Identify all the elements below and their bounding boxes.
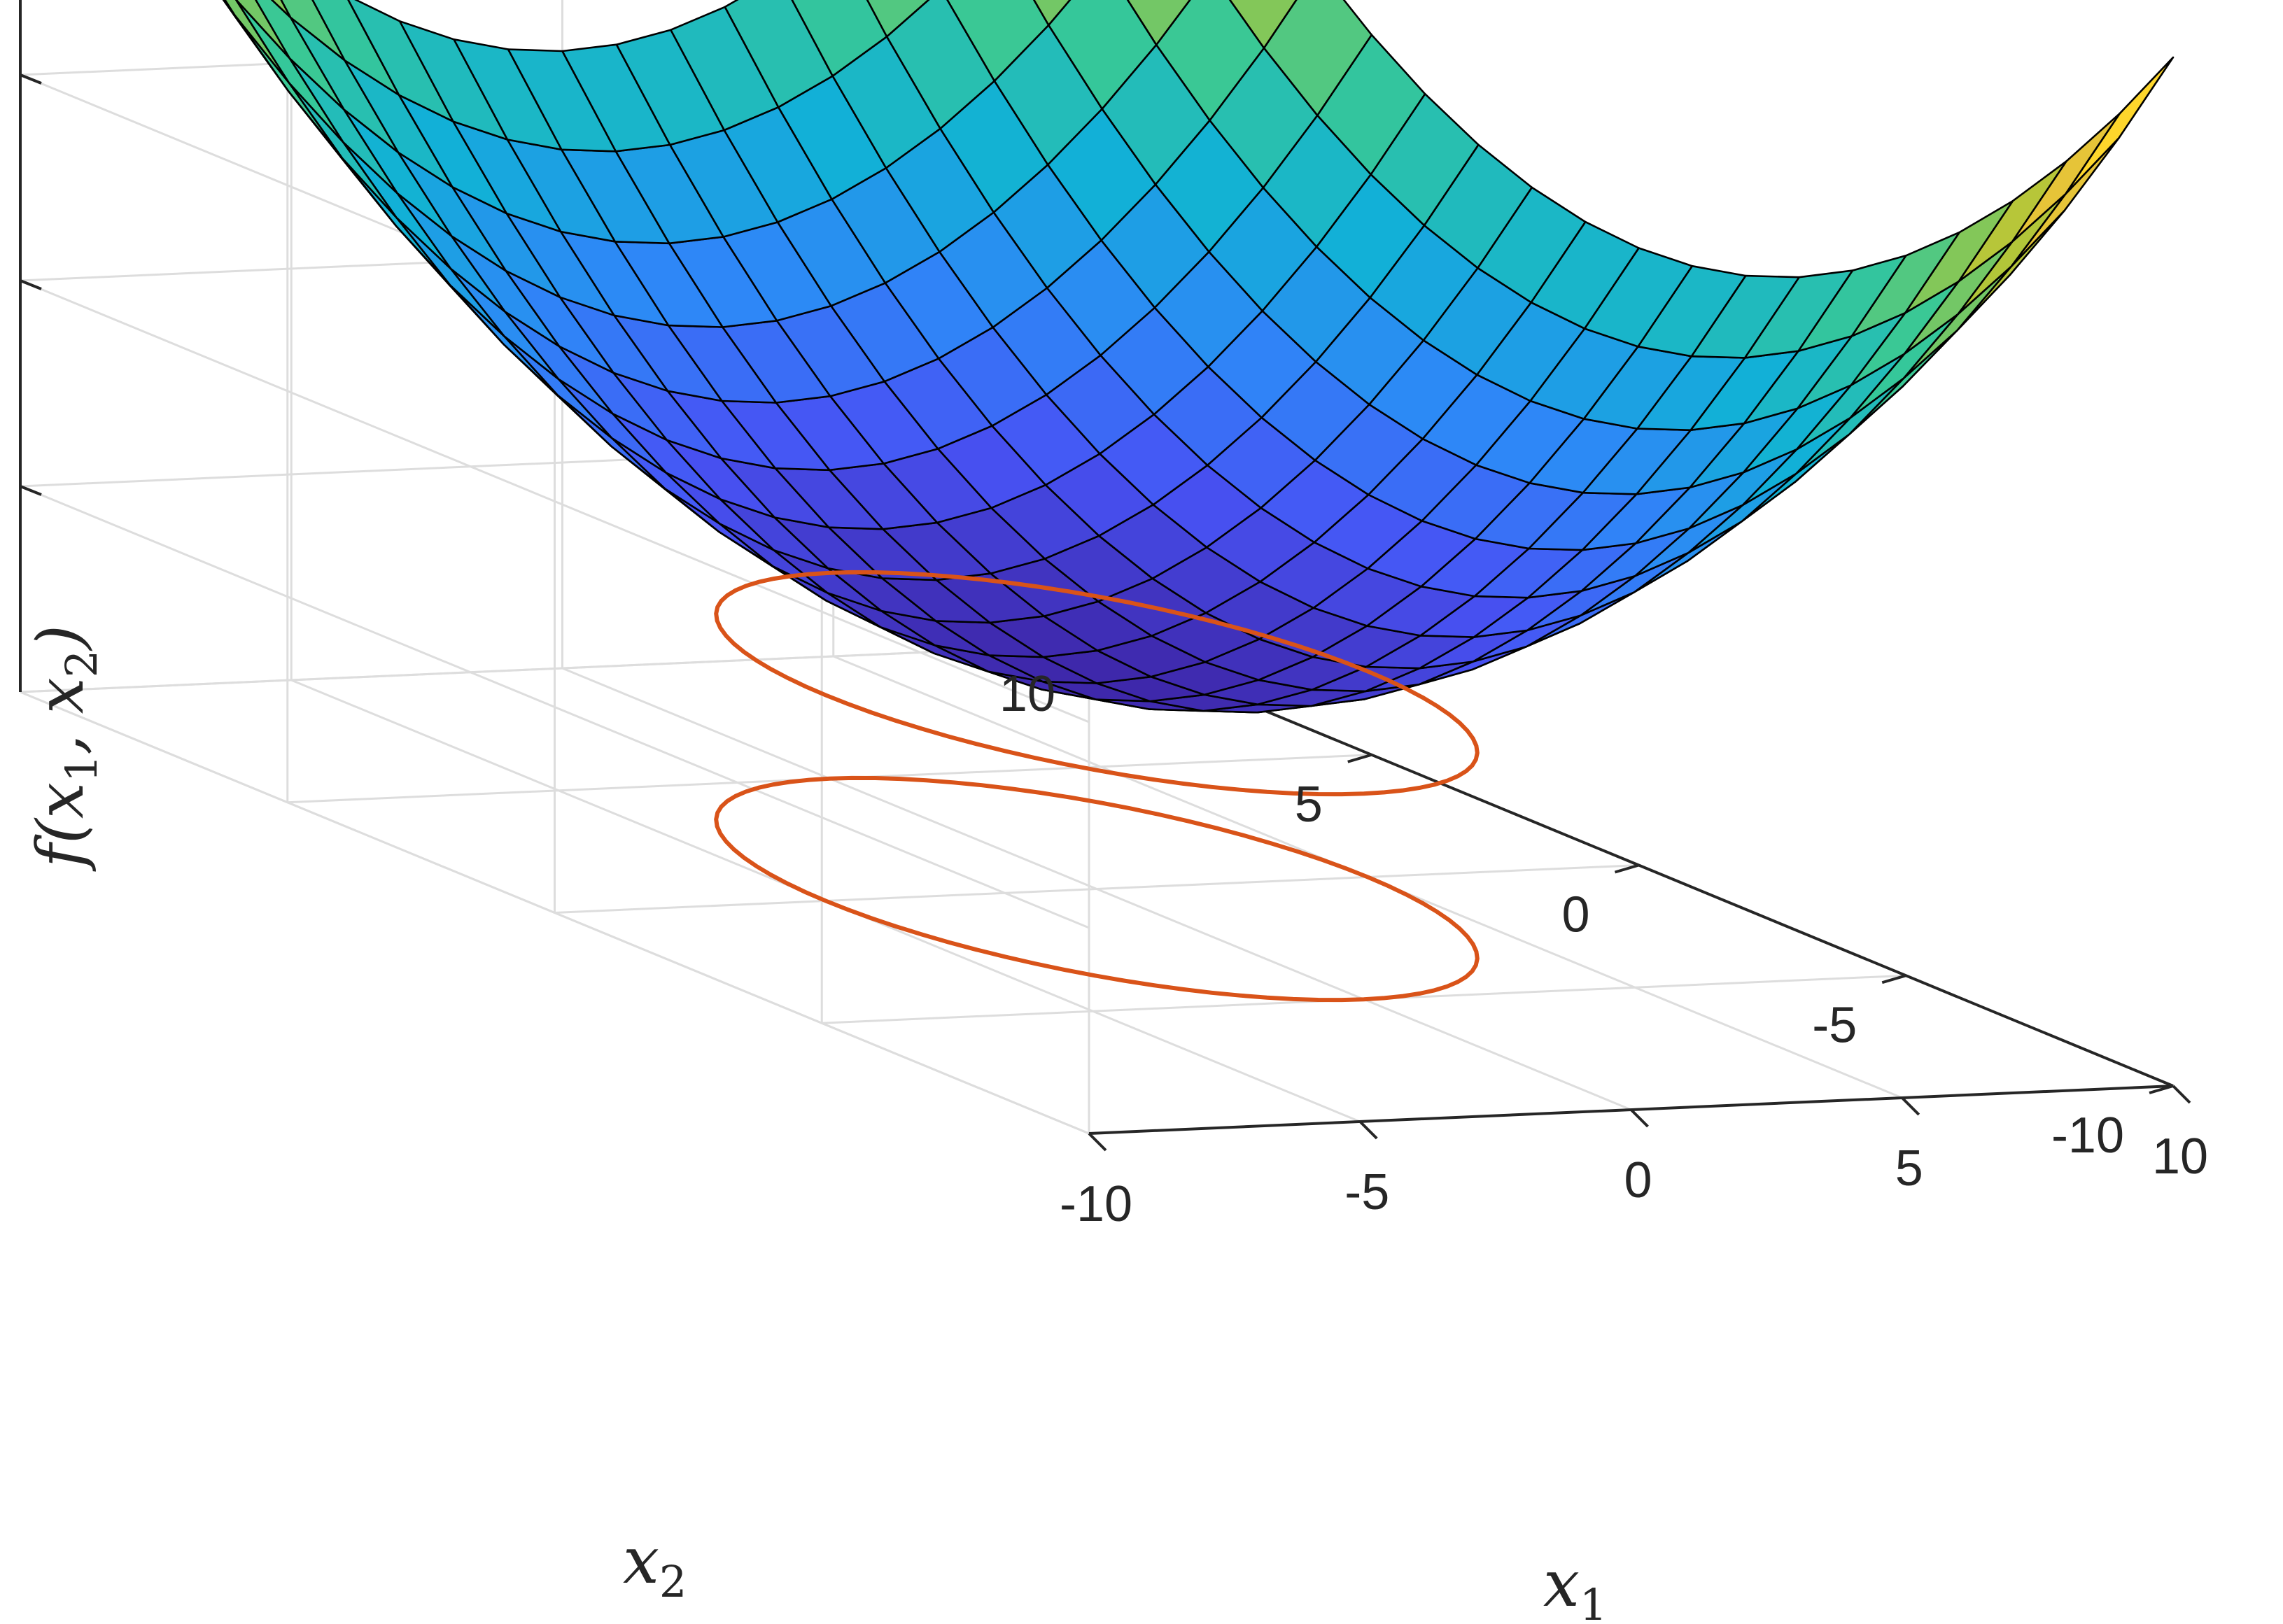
surface-patch	[311, 0, 400, 97]
x1-tick-mark	[1358, 1120, 1378, 1140]
x2-tick-label: 0	[1561, 887, 1589, 943]
x1-tick-label: 0	[1624, 1152, 1652, 1208]
x2-tick-label: -10	[2051, 1108, 2124, 1164]
x2-tick-label: 10	[999, 666, 1055, 722]
x2-tick-mark	[1347, 753, 1372, 763]
surface-patch	[791, 0, 888, 77]
z-tick-mark	[20, 485, 42, 496]
surface-patch	[2011, 112, 2121, 243]
surface-patch	[1228, 0, 1298, 49]
surface-mesh	[222, 0, 2175, 714]
grid-line	[20, 691, 1090, 1135]
x1-axis-label: x1	[1543, 1546, 1607, 1624]
constraint-circle-line	[714, 775, 1480, 1003]
x1-tick-mark	[2172, 1085, 2191, 1104]
surface-patch	[1126, 0, 1191, 46]
grid-line	[554, 864, 1639, 914]
surface-patch	[2064, 56, 2175, 195]
x1-tick-mark	[1630, 1108, 1649, 1128]
surface-patch	[1048, 0, 1158, 110]
x1-tick-label: -10	[1060, 1176, 1132, 1232]
constraint-circle-line	[714, 570, 1480, 797]
x1-tick-mark	[1088, 1132, 1107, 1152]
x2-tick-mark	[1881, 974, 1906, 984]
x1-tick-label: 5	[1895, 1141, 1923, 1196]
surface-patch	[1155, 0, 1265, 122]
constraint-circle-floor	[714, 775, 1480, 1003]
surface-patch	[224, 0, 290, 84]
x2-axis-label: x2	[623, 1523, 687, 1607]
x1-tick-label: 10	[2152, 1129, 2208, 1185]
x2-tick-mark	[1614, 863, 1640, 874]
x2-tick-label: -5	[1812, 997, 1857, 1053]
surface-patch	[280, 0, 346, 62]
surface-patch	[270, 0, 292, 19]
constraint-circle-zero	[714, 570, 1480, 797]
grid-line	[20, 279, 1090, 723]
x1-tick-label: -5	[1344, 1164, 1389, 1220]
x1-tick-mark	[1901, 1096, 1920, 1116]
grid-line	[20, 643, 1105, 693]
x2-tick-label: 5	[1295, 777, 1323, 833]
surface-patch	[946, 0, 1050, 82]
z-tick-mark	[20, 279, 42, 290]
axes	[19, 0, 2191, 1152]
z-axis-label: f(x1, x2)	[23, 625, 107, 872]
surface-patch	[235, 0, 291, 59]
grid-line	[20, 485, 1090, 929]
surface-patch	[866, 0, 930, 38]
z-tick-mark	[20, 73, 42, 85]
surface-patch	[1263, 0, 1373, 117]
surface-patch	[885, 0, 996, 130]
surface-patch	[223, 0, 236, 17]
surface-patch	[1032, 0, 1072, 27]
x2-tick-mark	[2149, 1085, 2174, 1094]
